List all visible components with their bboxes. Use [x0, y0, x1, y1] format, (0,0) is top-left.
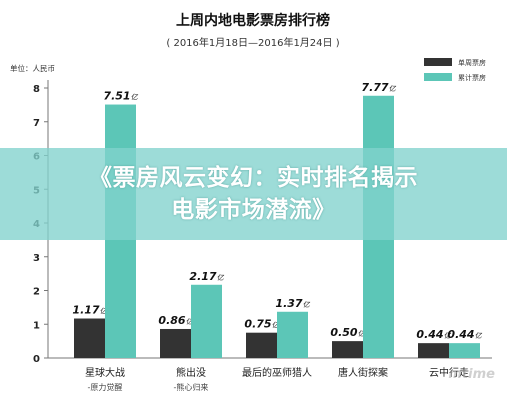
bar-value-label: 2.17亿: [189, 270, 224, 283]
bar-value-unit: 亿: [131, 94, 139, 102]
bar-value-label: 0.44亿: [416, 328, 451, 341]
bar-value-number: 0.44: [447, 328, 474, 341]
chart-title: 上周内地电影票房排行榜: [176, 12, 330, 29]
legend-swatch-cumulative: [424, 73, 452, 81]
bar-value-unit: 亿: [100, 308, 108, 316]
category-label: 云中行走: [429, 366, 469, 379]
bar-value-label: 1.37亿: [275, 297, 310, 310]
y-tick-label: 3: [33, 253, 40, 264]
bar-value-number: 1.37: [275, 297, 302, 310]
bar-value-label: 0.50亿: [330, 326, 365, 339]
bar-value-label: 7.51亿: [103, 90, 138, 103]
cumulative-bar: [277, 311, 308, 358]
headline-line-2: 电影市场潜流》: [171, 197, 336, 223]
y-tick-label: 0: [33, 354, 40, 365]
bar-value-label: 7.77亿: [361, 81, 396, 94]
category-label: 熊出没: [176, 366, 206, 379]
y-tick-label: 7: [33, 118, 40, 129]
legend-swatch-weekly: [424, 58, 452, 66]
bar-value-unit: 亿: [272, 322, 280, 330]
legend-label-weekly: 单周票房: [458, 58, 486, 67]
bar-value-label: 1.17亿: [72, 304, 107, 317]
headline-overlay: 《票房风云变幻：实时排名揭示 电影市场潜流》: [0, 148, 507, 240]
watermark: mtime: [448, 367, 495, 382]
bar-value-number: 0.75: [244, 318, 271, 331]
category-label: 星球大战: [85, 366, 125, 379]
bar-value-number: 0.44: [416, 328, 443, 341]
bar-value-label: 0.75亿: [244, 318, 279, 331]
bar-value-number: 1.17: [72, 304, 99, 317]
cumulative-bar: [449, 343, 480, 358]
bar-value-unit: 亿: [303, 301, 311, 309]
bar-value-label: 0.44亿: [447, 328, 482, 341]
bar-value-unit: 亿: [217, 274, 225, 282]
bar-value-label: 0.86亿: [158, 314, 193, 327]
headline-line-1: 《票房风云变幻：实时排名揭示: [89, 165, 418, 191]
cumulative-bar: [191, 284, 222, 358]
weekly-bar: [74, 318, 105, 358]
y-tick-label: 1: [33, 320, 40, 331]
bar-value-unit: 亿: [389, 85, 397, 93]
bar-value-unit: 亿: [186, 318, 194, 326]
bar-value-unit: 亿: [475, 332, 483, 340]
bar-value-unit: 亿: [444, 332, 452, 340]
y-axis-unit-label: 单位：人民币: [10, 63, 55, 73]
category-sublabel: -原力觉醒: [88, 382, 123, 392]
legend-label-cumulative: 累计票房: [458, 73, 486, 82]
bar-value-number: 2.17: [189, 270, 216, 283]
category-label: 最后的巫师猎人: [242, 366, 312, 379]
bar-value-number: 0.86: [158, 314, 185, 327]
x-axis-labels: 星球大战 -原力觉醒 熊出没 -熊心归来 最后的巫师猎人 唐人街探案 云中行走: [85, 366, 469, 392]
weekly-bar: [160, 328, 191, 358]
weekly-bar: [418, 343, 449, 358]
bar-value-number: 7.77: [361, 81, 388, 94]
chart-subtitle: ( 2016年1月18日—2016年1月24日 ): [166, 36, 339, 49]
y-tick-label: 2: [33, 287, 40, 298]
bar-value-number: 7.51: [103, 90, 130, 103]
bar-value-unit: 亿: [358, 330, 366, 338]
bar-value-number: 0.50: [330, 326, 357, 339]
y-tick-label: 8: [33, 84, 40, 95]
category-sublabel: -熊心归来: [174, 382, 209, 392]
category-label: 唐人街探案: [338, 366, 388, 379]
legend: 单周票房 累计票房: [424, 58, 486, 82]
weekly-bar: [332, 341, 363, 358]
weekly-bar: [246, 332, 277, 358]
